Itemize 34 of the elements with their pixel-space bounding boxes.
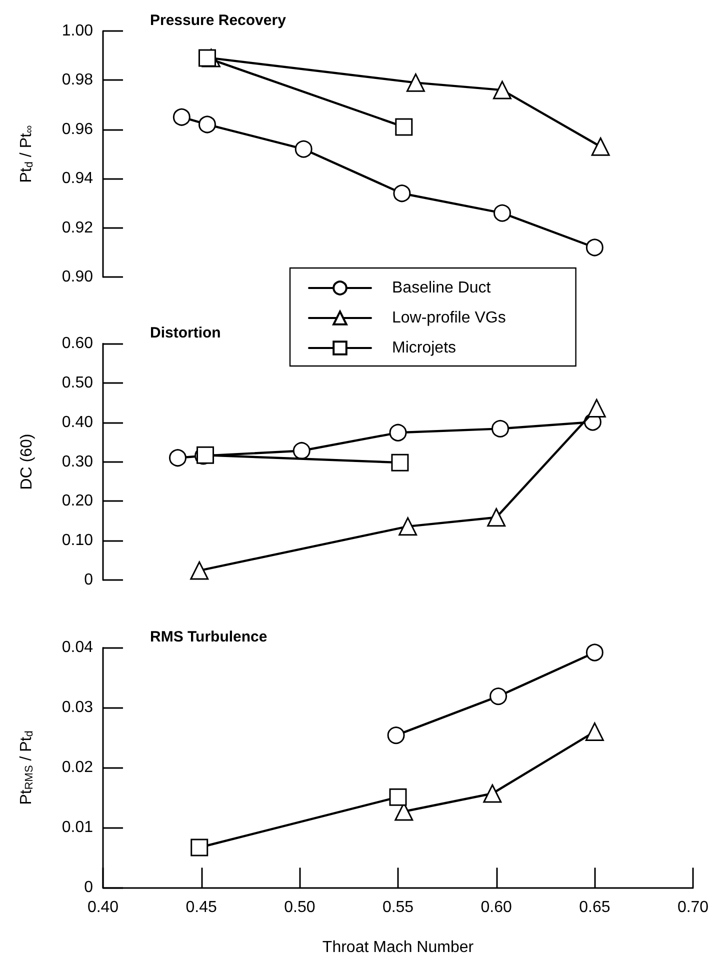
x-tick-label: 0.50 bbox=[284, 899, 316, 916]
legend-label: Microjets bbox=[392, 340, 456, 356]
y-axis-title: Ptd / Pt∞ bbox=[18, 125, 36, 183]
legend-label: Baseline Duct bbox=[392, 280, 492, 296]
legend-label: Low-profile VGs bbox=[392, 310, 506, 326]
x-tick-label: 0.60 bbox=[480, 899, 512, 916]
y-tick-label: 0 bbox=[84, 572, 94, 588]
y-tick-label: 0.50 bbox=[62, 374, 94, 392]
y-tick-label: 0.40 bbox=[62, 414, 94, 431]
y-tick-label: 0 bbox=[84, 879, 94, 896]
y-axis-title: PtRMS / Ptd bbox=[18, 730, 36, 805]
y-tick-label: 1.00 bbox=[62, 22, 94, 40]
y-tick-label: 0.98 bbox=[62, 72, 94, 89]
y-tick-label: 0.04 bbox=[62, 639, 94, 656]
x-axis-title: Throat Mach Number bbox=[322, 939, 474, 956]
x-tick-label: 0.45 bbox=[186, 899, 218, 916]
chart-title: Distortion bbox=[150, 324, 221, 342]
y-tick-label: 0.01 bbox=[62, 819, 94, 836]
y-tick-label: 0.20 bbox=[62, 492, 94, 510]
y-tick-label: 0.92 bbox=[62, 219, 94, 236]
y-tick-label: 0.94 bbox=[62, 170, 94, 188]
y-tick-label: 0.02 bbox=[62, 759, 94, 776]
y-tick-label: 0.90 bbox=[62, 268, 94, 286]
y-tick-label: 0.10 bbox=[62, 532, 94, 550]
x-tick-label: 0.65 bbox=[579, 899, 610, 916]
y-axis-title: DC (60) bbox=[18, 434, 36, 490]
chart-title: Pressure Recovery bbox=[150, 12, 287, 29]
y-tick-label: 0.03 bbox=[62, 699, 94, 716]
y-tick-label: 0.60 bbox=[62, 335, 94, 352]
x-tick-label: 0.55 bbox=[382, 899, 414, 916]
y-tick-label: 0.96 bbox=[62, 120, 94, 138]
chart-title: RMS Turbulence bbox=[150, 628, 268, 646]
y-tick-label: 0.30 bbox=[62, 453, 94, 470]
x-tick-label: 0.70 bbox=[677, 899, 709, 916]
